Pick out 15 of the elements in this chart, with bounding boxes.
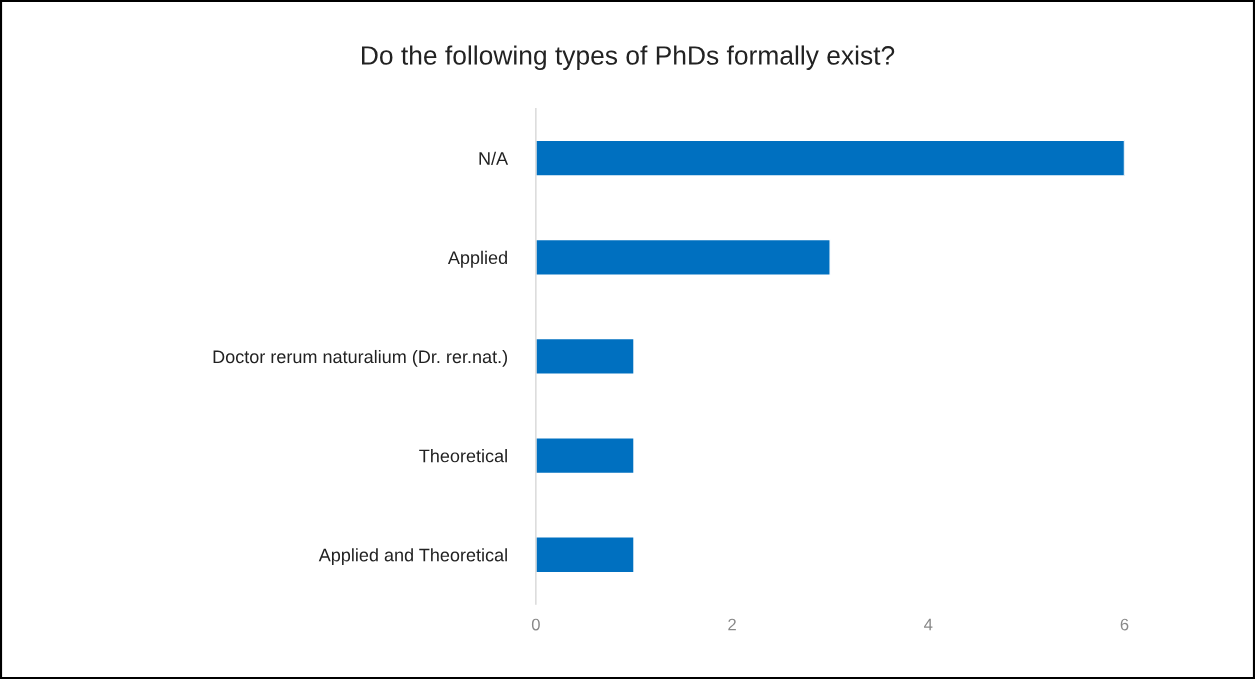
bar xyxy=(535,337,635,376)
bar xyxy=(535,139,1125,177)
chart-title: Do the following types of PhDs formally exist? xyxy=(362,45,895,71)
x-tick-label: 2 xyxy=(728,618,736,631)
x-tick-label: 4 xyxy=(924,618,933,631)
bar xyxy=(535,238,831,276)
y-tick-label: Theoretical xyxy=(419,449,507,463)
y-tick-label: Doctor rerum naturalium (Dr. rer.nat.) xyxy=(213,349,508,367)
bar xyxy=(535,437,635,475)
x-tick-label: 0 xyxy=(531,618,540,631)
y-tick-label: Applied and Theoretical xyxy=(318,548,507,566)
y-tick-label: Applied xyxy=(447,250,507,268)
x-tick-label: 6 xyxy=(1120,618,1129,631)
bar xyxy=(535,536,635,574)
y-tick-label: N/A xyxy=(479,151,509,165)
